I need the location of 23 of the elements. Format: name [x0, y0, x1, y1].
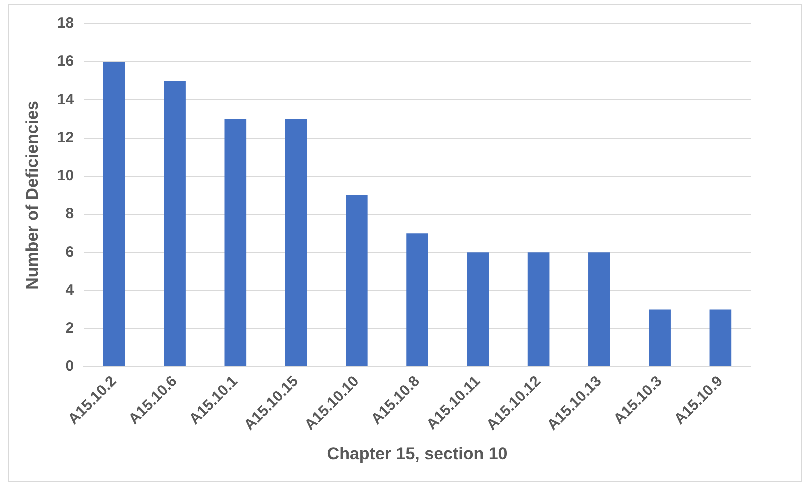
y-axis-title: Number of Deficiencies [22, 100, 42, 290]
y-tick-label: 18 [57, 15, 74, 32]
bar [588, 252, 610, 366]
y-tick-label: 12 [57, 129, 74, 146]
y-tick-label: 0 [66, 358, 74, 376]
bar [710, 310, 732, 366]
bar [103, 62, 126, 366]
bar [224, 119, 247, 366]
y-tick-label: 8 [66, 206, 74, 223]
bar [346, 195, 368, 366]
y-tick-label: 16 [57, 53, 74, 70]
bar [406, 234, 428, 366]
bar [528, 252, 550, 366]
bar [285, 119, 308, 366]
bar [164, 81, 186, 366]
y-tick-label: 4 [66, 282, 75, 299]
y-tick-label: 10 [57, 168, 74, 185]
y-tick-label: 6 [66, 244, 74, 261]
y-tick-label: 2 [66, 320, 74, 337]
y-tick-label: 14 [57, 91, 75, 108]
bar [467, 252, 490, 366]
x-axis-title: Chapter 15, section 10 [327, 444, 508, 464]
bar [649, 310, 671, 366]
